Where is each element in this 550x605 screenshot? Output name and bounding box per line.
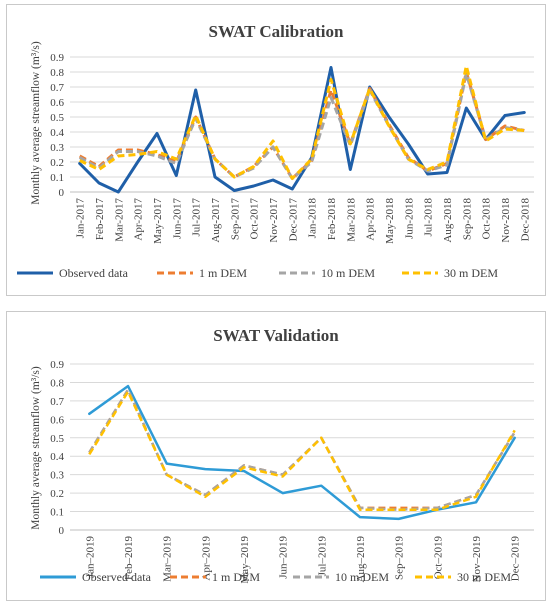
- validation-y-tick-label: 0.1: [50, 507, 64, 519]
- validation-y-tick-label: 0: [59, 525, 65, 537]
- calibration-x-tick-label: Aug-2017: [210, 198, 222, 243]
- validation-x-tick-label: Nov–2019: [471, 536, 483, 583]
- calibration-y-tick-label: 0.8: [50, 67, 64, 79]
- validation-legend-label-30-m-dem: 30 m DEM: [457, 570, 511, 584]
- calibration-x-tick-label: Feb-2018: [326, 198, 338, 241]
- validation-legend-label-observed-data: Observed data: [82, 570, 152, 584]
- validation-x-tick-label: Aug–2019: [355, 536, 367, 583]
- calibration-y-tick-label: 0: [59, 187, 65, 199]
- calibration-legend-label-10-m-dem: 10 m DEM: [321, 266, 375, 280]
- calibration-x-tick-label: Jun-2017: [171, 198, 183, 239]
- calibration-y-tick-label: 0.9: [50, 52, 64, 64]
- validation-chart-panel: SWAT Validation Monthly average streamfl…: [6, 311, 546, 601]
- validation-chart: SWAT Validation Monthly average streamfl…: [30, 326, 534, 584]
- validation-x-tick-label: Apr–2019: [200, 536, 212, 581]
- calibration-y-tick-label: 0.3: [50, 142, 64, 154]
- calibration-legend-label-30-m-dem: 30 m DEM: [444, 266, 498, 280]
- calibration-legend-label-observed-data: Observed data: [59, 266, 129, 280]
- calibration-x-tick-label: Mar-2017: [113, 198, 125, 242]
- calibration-x-tick-label: Feb-2017: [94, 198, 106, 241]
- calibration-y-tick-label: 0.1: [50, 172, 64, 184]
- calibration-y-tick-label: 0.2: [50, 157, 64, 169]
- calibration-x-tick-label: Dec-2017: [287, 198, 299, 242]
- validation-x-tick-label: May–2019: [239, 536, 251, 584]
- validation-y-tick-label: 0.4: [50, 451, 64, 463]
- validation-chart-title: SWAT Validation: [213, 326, 339, 345]
- calibration-x-tick-label: Apr-2017: [133, 198, 145, 241]
- validation-x-tick-label: Mar–2019: [162, 536, 174, 582]
- calibration-x-tick-label: May-2018: [384, 198, 396, 244]
- calibration-chart: SWAT Calibration Monthly average streamf…: [17, 22, 534, 280]
- calibration-series-line-10-m-dem: [78, 72, 525, 180]
- calibration-series-line-30-m-dem: [79, 64, 525, 180]
- validation-y-tick-label: 0.3: [50, 470, 64, 482]
- validation-y-tick-label: 0.9: [50, 359, 64, 371]
- calibration-y-tick-label: 0.5: [50, 112, 64, 124]
- calibration-x-tick-label: Jul-2018: [423, 198, 435, 237]
- calibration-x-tick-label: Apr-2018: [365, 198, 377, 241]
- calibration-x-tick-label: Jul-2017: [191, 198, 203, 237]
- calibration-x-tick-label: Nov-2018: [500, 198, 512, 243]
- validation-legend-label-1-m-dem: 1 m DEM: [212, 570, 260, 584]
- validation-x-tick-label: Jun–2019: [278, 536, 290, 579]
- validation-x-tick-label: Dec–2019: [510, 536, 522, 582]
- validation-x-tick-label: Sep–2019: [394, 536, 406, 581]
- calibration-series-line-1-m-dem: [78, 70, 525, 180]
- calibration-y-tick-label: 0.4: [50, 127, 64, 139]
- calibration-x-tick-label: Oct-2017: [249, 198, 261, 240]
- calibration-series-line-observed-data: [78, 66, 526, 194]
- validation-legend-label-10-m-dem: 10 m DEM: [335, 570, 389, 584]
- validation-y-tick-label: 0.2: [50, 488, 64, 500]
- calibration-legend-label-1-m-dem: 1 m DEM: [199, 266, 247, 280]
- calibration-y-axis-label: Monthly average streamflow (m³/s): [30, 41, 42, 205]
- validation-y-tick-label: 0.8: [50, 377, 64, 389]
- calibration-y-tick-label: 0.7: [50, 82, 64, 94]
- calibration-x-tick-label: Dec-2018: [519, 198, 531, 242]
- validation-series-line-observed-data: [88, 384, 516, 521]
- calibration-x-tick-label: Oct-2018: [481, 198, 493, 240]
- validation-x-tick-label: Jan–2019: [84, 536, 96, 579]
- calibration-x-tick-label: Jan-2017: [75, 198, 87, 239]
- calibration-x-tick-label: May-2017: [152, 198, 164, 244]
- calibration-x-tick-label: Jun-2018: [403, 198, 415, 239]
- validation-y-tick-label: 0.6: [50, 414, 64, 426]
- calibration-x-tick-label: Jan-2018: [307, 198, 319, 239]
- calibration-x-tick-label: Sep-2017: [229, 198, 241, 241]
- calibration-x-tick-label: Aug-2018: [442, 198, 454, 243]
- calibration-x-tick-label: Sep-2018: [461, 198, 473, 241]
- validation-x-tick-label: Feb–2019: [123, 536, 135, 581]
- calibration-chart-title: SWAT Calibration: [209, 22, 344, 41]
- validation-series-line-30-m-dem: [88, 390, 516, 511]
- validation-series-line-10-m-dem: [88, 388, 516, 511]
- validation-y-tick-label: 0.7: [50, 396, 64, 408]
- validation-x-tick-label: Jul–2019: [316, 536, 328, 577]
- calibration-x-tick-label: Mar-2018: [345, 198, 357, 242]
- validation-y-tick-label: 0.5: [50, 433, 64, 445]
- calibration-chart-panel: SWAT Calibration Monthly average streamf…: [6, 4, 546, 296]
- calibration-y-tick-label: 0.6: [50, 97, 64, 109]
- calibration-x-tick-label: Nov-2017: [268, 198, 280, 243]
- validation-x-tick-label: Oct–2019: [432, 536, 444, 580]
- validation-y-axis-label: Monthly average streamflow (m³/s): [30, 366, 42, 530]
